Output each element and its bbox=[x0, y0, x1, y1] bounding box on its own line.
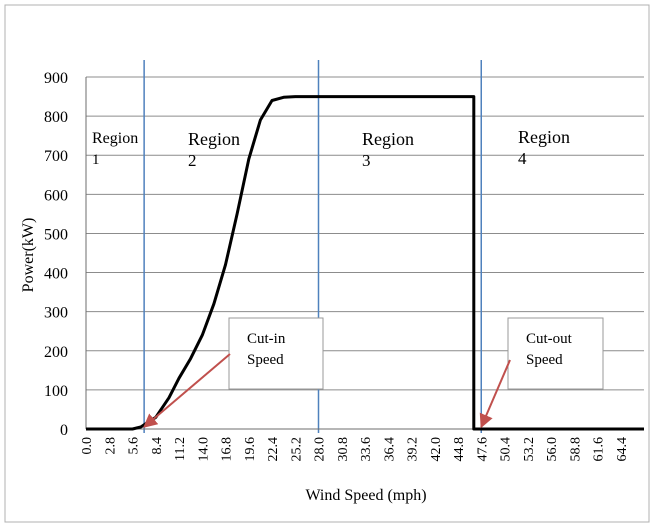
x-tick-label: 0.0 bbox=[80, 437, 95, 455]
gridlines bbox=[86, 76, 644, 391]
region-number: 3 bbox=[362, 151, 371, 170]
x-tick-label: 33.6 bbox=[359, 437, 374, 462]
x-tick-labels: 0.0 2.8 5.6 8.4 11.2 14.0 16.8 19.6 22.4 25.2 28.0… bbox=[80, 437, 630, 462]
region-labels: Region 1 Region 2 Region 3 Region 4 bbox=[92, 127, 570, 170]
x-tick-label: 44.8 bbox=[452, 437, 467, 462]
region-label: Region bbox=[188, 129, 240, 149]
x-tick-label: 58.8 bbox=[568, 437, 583, 462]
annotations: Cut-in Speed Cut-out Speed bbox=[143, 317, 604, 429]
region-label: Region bbox=[362, 129, 414, 149]
y-tick-label: 0 bbox=[60, 422, 68, 439]
x-tick-label: 11.2 bbox=[173, 437, 188, 461]
x-tick-label: 2.8 bbox=[103, 437, 118, 455]
x-tick-label: 50.4 bbox=[499, 437, 514, 462]
annotation-box bbox=[507, 317, 604, 390]
annotation-arrow bbox=[479, 359, 511, 429]
x-axis-label: Wind Speed (mph) bbox=[305, 487, 426, 504]
x-tick-label: 16.8 bbox=[220, 437, 235, 462]
region-label: Region bbox=[92, 130, 138, 147]
annotation-line1: Cut-out bbox=[526, 331, 573, 347]
chart-frame bbox=[4, 4, 650, 523]
y-tick-label: 400 bbox=[44, 266, 68, 283]
y-axis-label: Power(kW) bbox=[20, 218, 37, 293]
annotation-line2: Speed bbox=[247, 352, 284, 368]
y-tick-label: 100 bbox=[44, 383, 68, 400]
x-tick-label: 53.2 bbox=[522, 437, 537, 462]
x-tick-label: 39.2 bbox=[406, 437, 421, 462]
y-tick-label: 200 bbox=[44, 344, 68, 361]
annotation-box bbox=[228, 317, 324, 390]
x-tick-label: 42.0 bbox=[429, 437, 444, 462]
x-tick-label: 64.4 bbox=[615, 437, 630, 462]
y-tick-label: 900 bbox=[44, 70, 68, 87]
x-tick-label: 36.4 bbox=[382, 437, 397, 462]
region-number: 4 bbox=[518, 149, 527, 168]
region-number: 2 bbox=[188, 151, 197, 170]
x-tick-label: 8.4 bbox=[150, 437, 165, 455]
x-tick-label: 22.4 bbox=[266, 437, 281, 462]
annotation-line2: Speed bbox=[526, 352, 563, 368]
x-tick-label: 47.6 bbox=[475, 437, 490, 462]
annotation-line1: Cut-in bbox=[247, 331, 286, 347]
x-tick-label: 61.6 bbox=[592, 437, 607, 462]
x-tick-label: 56.0 bbox=[545, 437, 560, 462]
power-curve-line bbox=[86, 95, 644, 431]
y-tick-label: 700 bbox=[44, 148, 68, 165]
annotation-arrow bbox=[143, 353, 231, 428]
y-tick-labels: 0 100 200 300 400 500 600 700 800 900 bbox=[44, 70, 68, 439]
x-tick-label: 25.2 bbox=[289, 437, 304, 462]
x-tick-label: 19.6 bbox=[243, 437, 258, 462]
y-tick-label: 800 bbox=[44, 109, 68, 126]
x-tick-label: 28.0 bbox=[313, 437, 328, 462]
x-tick-label: 30.8 bbox=[336, 437, 351, 462]
region-label: Region bbox=[518, 127, 570, 147]
y-tick-label: 300 bbox=[44, 305, 68, 322]
x-tick-label: 14.0 bbox=[196, 437, 211, 462]
x-tick-label: 5.6 bbox=[127, 437, 142, 455]
y-tick-label: 500 bbox=[44, 226, 68, 243]
region-number: 1 bbox=[92, 152, 100, 168]
y-tick-label: 600 bbox=[44, 187, 68, 204]
